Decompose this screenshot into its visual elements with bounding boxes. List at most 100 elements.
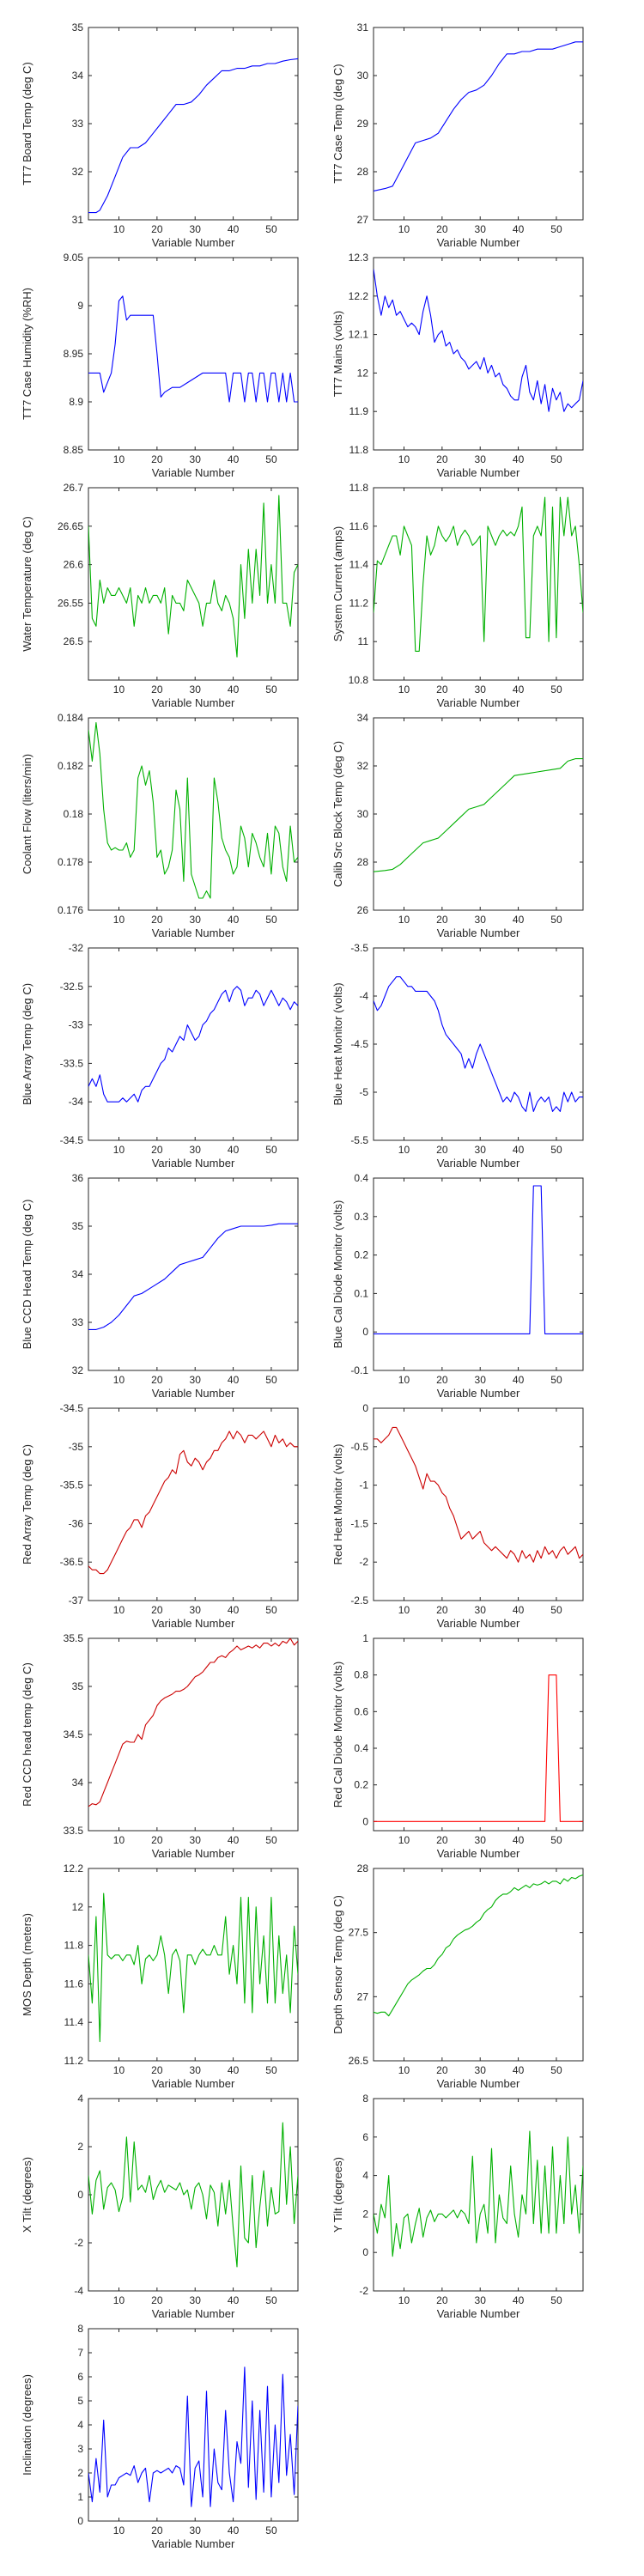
- plot-frame: [373, 2098, 584, 2292]
- y-axis-label: Y Tilt (degrees): [331, 2157, 344, 2233]
- x-tick-label: 30: [475, 1374, 487, 1386]
- y-tick-label: 30: [357, 808, 369, 820]
- plot-frame: [88, 1868, 299, 2062]
- x-tick-label: 10: [113, 2064, 125, 2076]
- y-axis-label: System Current (amps): [331, 526, 344, 641]
- x-axis-label: Variable Number: [437, 236, 520, 249]
- y-tick-label: 34: [357, 712, 369, 724]
- y-tick-label: 0: [362, 2246, 368, 2258]
- chart-panel: 10 20 30 40 50 27 28 29 30 31 Variable Number TT7 C…: [331, 21, 584, 249]
- x-axis-label: Variable Number: [152, 1847, 235, 1860]
- series-line: [88, 1223, 298, 1330]
- x-tick-label: 10: [113, 1834, 125, 1846]
- chart-panel: 10 20 30 40 50 0.176 0.178 0.18 0.182 0.184 Variab…: [21, 712, 299, 939]
- x-tick-label: 40: [228, 1374, 240, 1386]
- x-tick-label: 20: [436, 2064, 448, 2076]
- x-tick-label: 20: [436, 1604, 448, 1616]
- y-tick-label: 10.8: [349, 674, 369, 686]
- y-tick-label: 0: [362, 1326, 368, 1338]
- y-tick-label: 12.2: [64, 1862, 84, 1874]
- x-tick-label: 40: [228, 683, 240, 696]
- y-axis-label: Depth Sensor Temp (deg C): [331, 1895, 344, 2034]
- x-axis-label: Variable Number: [437, 2077, 520, 2090]
- x-tick-label: 50: [265, 914, 277, 926]
- x-tick-label: 20: [436, 1144, 448, 1156]
- x-tick-label: 50: [550, 1604, 562, 1616]
- y-tick-label: 11.2: [349, 597, 369, 609]
- y-tick-label: 0: [362, 1815, 368, 1827]
- x-tick-label: 30: [190, 683, 202, 696]
- x-tick-label: 40: [228, 2294, 240, 2306]
- x-tick-label: 30: [475, 223, 487, 235]
- plot-frame: [88, 1407, 299, 1601]
- y-tick-label: 0.18: [64, 808, 84, 820]
- plot-frame: [88, 1637, 299, 1832]
- x-tick-label: 20: [436, 1834, 448, 1846]
- x-tick-label: 30: [475, 914, 487, 926]
- x-tick-label: 30: [475, 1144, 487, 1156]
- y-tick-label: 35: [72, 1220, 84, 1232]
- y-tick-label: 28: [357, 1862, 369, 1874]
- series-line: [88, 2122, 298, 2268]
- x-axis-label: Variable Number: [437, 1617, 520, 1630]
- series-line: [88, 1431, 298, 1575]
- x-tick-label: 50: [265, 683, 277, 696]
- x-tick-label: 20: [436, 1374, 448, 1386]
- y-axis-label: Coolant Flow (liters/min): [21, 754, 33, 874]
- y-tick-label: 4: [77, 2093, 83, 2105]
- x-tick-label: 30: [190, 223, 202, 235]
- chart-panel: 10 20 30 40 50 -37 -36.5 -36 -35.5 -35 -34.5 Variab…: [21, 1402, 299, 1630]
- x-tick-label: 20: [151, 2294, 163, 2306]
- x-tick-label: 50: [265, 453, 277, 465]
- y-tick-label: 12.3: [349, 252, 369, 264]
- y-tick-label: 26.65: [58, 520, 83, 532]
- chart-panel: 10 20 30 40 50 26.5 26.55 26.6 26.65 26.7 Variable…: [21, 482, 299, 709]
- x-tick-label: 50: [550, 2064, 562, 2076]
- x-tick-label: 30: [475, 1834, 487, 1846]
- y-axis-label: Red CCD head temp (deg C): [21, 1662, 33, 1807]
- y-axis-label: MOS Depth (meters): [21, 1913, 33, 2016]
- x-tick-label: 50: [265, 1144, 277, 1156]
- chart-panel: 10 20 30 40 50 8.85 8.9 8.95 9 9.05 Variable Numbe…: [21, 252, 299, 479]
- x-tick-label: 10: [398, 2294, 410, 2306]
- y-tick-label: 34: [72, 1777, 84, 1789]
- x-tick-label: 10: [398, 683, 410, 696]
- x-tick-label: 40: [513, 683, 525, 696]
- x-axis-label: Variable Number: [437, 1157, 520, 1170]
- plot-frame: [88, 947, 299, 1141]
- y-tick-label: 0: [362, 1402, 368, 1414]
- chart-panel: 10 20 30 40 50 -2 0 2 4 6 8 Variable Number Y Tilt (…: [331, 2093, 584, 2320]
- chart-panel: 10 20 30 40 50 33.5 34 34.5 35 35.5 Variable Numbe…: [21, 1632, 299, 1860]
- x-axis-label: Variable Number: [437, 466, 520, 479]
- x-tick-label: 20: [151, 914, 163, 926]
- y-tick-label: 3: [77, 2443, 83, 2455]
- y-tick-label: -35: [69, 1441, 84, 1453]
- chart-panel: 10 20 30 40 50 0 1 2 3 4 5 6 7 8 Variable Number Inclin…: [21, 2323, 299, 2550]
- y-axis-label: Water Temperature (deg C): [21, 516, 33, 652]
- y-tick-label: 8.9: [69, 396, 83, 408]
- x-tick-label: 50: [265, 223, 277, 235]
- x-tick-label: 50: [265, 1834, 277, 1846]
- x-tick-label: 20: [436, 683, 448, 696]
- plot-frame: [373, 27, 584, 221]
- y-tick-label: 9.05: [64, 252, 84, 264]
- x-tick-label: 10: [398, 1144, 410, 1156]
- y-tick-label: -34.5: [60, 1134, 84, 1146]
- y-tick-label: 0.176: [58, 904, 83, 916]
- y-tick-label: -1.5: [350, 1517, 368, 1529]
- y-tick-label: 11: [358, 635, 369, 647]
- x-tick-label: 10: [398, 2064, 410, 2076]
- x-axis-label: Variable Number: [437, 927, 520, 939]
- y-tick-label: 11.4: [349, 559, 369, 571]
- y-tick-label: -4: [74, 2285, 83, 2297]
- x-tick-label: 30: [190, 914, 202, 926]
- plot-frame: [373, 947, 584, 1141]
- x-axis-label: Variable Number: [437, 696, 520, 709]
- x-tick-label: 30: [190, 1834, 202, 1846]
- x-tick-label: 50: [550, 223, 562, 235]
- x-axis-label: Variable Number: [152, 1157, 235, 1170]
- x-tick-label: 40: [228, 453, 240, 465]
- series-line: [88, 58, 298, 214]
- y-tick-label: -32: [69, 942, 84, 954]
- y-tick-label: 11.8: [349, 482, 369, 494]
